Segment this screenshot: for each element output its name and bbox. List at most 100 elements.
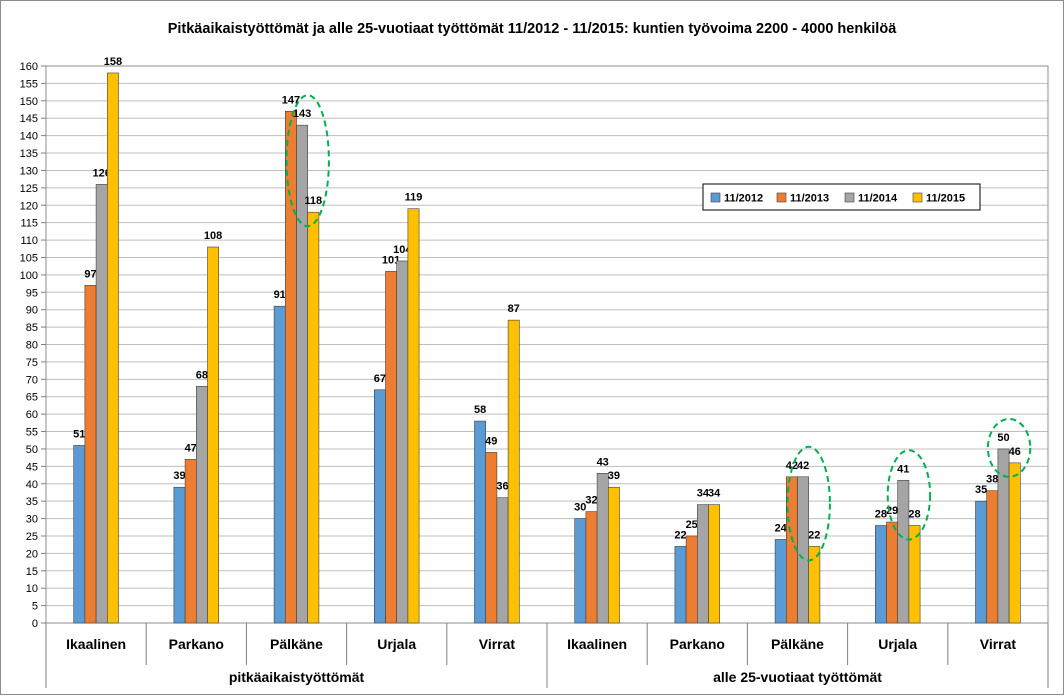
bar bbox=[196, 385, 208, 624]
bar bbox=[797, 476, 809, 624]
y-tick-label: 70 bbox=[26, 374, 38, 386]
data-label: 36 bbox=[496, 481, 508, 493]
bar bbox=[73, 445, 86, 624]
bar bbox=[273, 305, 286, 624]
y-tick-label: 5 bbox=[32, 601, 38, 613]
data-label: 24 bbox=[775, 522, 788, 534]
legend-swatch bbox=[710, 192, 721, 203]
y-tick-label: 140 bbox=[20, 131, 38, 143]
legend-swatch bbox=[844, 192, 855, 203]
y-tick-label: 155 bbox=[20, 78, 38, 90]
y-tick-label: 15 bbox=[26, 566, 38, 578]
plot-area: 0 5 10 15 20 25 30 35 40 45 50 55 60 65 70 75 80 85 90 95 10… bbox=[20, 56, 1049, 688]
y-tick-label: 25 bbox=[26, 531, 38, 543]
bar bbox=[607, 486, 620, 624]
bar bbox=[696, 504, 709, 624]
y-tick-label: 50 bbox=[26, 444, 38, 456]
data-label: 118 bbox=[304, 195, 322, 207]
bar bbox=[774, 539, 787, 624]
y-tick-label: 120 bbox=[20, 200, 38, 212]
y-tick-label: 45 bbox=[26, 461, 38, 473]
bar bbox=[84, 285, 97, 624]
bar bbox=[874, 525, 887, 624]
data-label: 28 bbox=[875, 509, 887, 521]
y-tick-label: 100 bbox=[20, 270, 38, 282]
data-label: 30 bbox=[574, 502, 586, 514]
data-label: 119 bbox=[405, 192, 423, 204]
legend: 11/2012 11/2013 11/2014 11/2015 bbox=[702, 183, 981, 211]
category-label: Ikaalinen bbox=[567, 636, 627, 652]
data-label: 67 bbox=[374, 373, 386, 385]
bar bbox=[1008, 462, 1021, 624]
data-label: 87 bbox=[508, 303, 520, 315]
data-label: 34 bbox=[697, 488, 710, 500]
bar bbox=[173, 486, 186, 624]
y-tick-label: 35 bbox=[26, 496, 38, 508]
y-tick-label: 145 bbox=[20, 113, 38, 125]
data-label: 42 bbox=[797, 460, 809, 472]
bar bbox=[708, 504, 720, 624]
data-label: 101 bbox=[382, 254, 400, 266]
legend-box bbox=[702, 183, 981, 211]
y-tick-label: 130 bbox=[20, 165, 38, 177]
y-tick-label: 80 bbox=[26, 340, 38, 352]
data-label: 104 bbox=[393, 244, 412, 256]
highlight-ellipse bbox=[886, 449, 932, 541]
data-label: 91 bbox=[274, 289, 286, 301]
bar bbox=[574, 518, 587, 624]
data-label: 25 bbox=[686, 519, 698, 531]
data-label: 147 bbox=[282, 94, 300, 106]
bar bbox=[207, 246, 219, 624]
bar bbox=[897, 479, 910, 624]
bar bbox=[396, 260, 409, 624]
bar bbox=[95, 184, 108, 624]
data-label: 38 bbox=[986, 474, 998, 486]
legend-label: 11/2012 bbox=[724, 193, 763, 205]
highlight-ellipse bbox=[285, 94, 330, 228]
bar bbox=[496, 497, 509, 624]
chart-title: Pitkäaikaistyöttömät ja alle 25-vuotiaat… bbox=[168, 21, 897, 37]
category-label: Virrat bbox=[479, 636, 516, 652]
y-tick-label: 0 bbox=[32, 618, 38, 630]
category-label: Parkano bbox=[670, 636, 725, 652]
y-tick-label: 105 bbox=[20, 252, 38, 264]
data-label: 58 bbox=[474, 404, 486, 416]
y-tick-label: 160 bbox=[20, 61, 38, 73]
y-tick-label: 150 bbox=[20, 96, 38, 108]
data-label: 43 bbox=[597, 456, 609, 468]
data-label: 143 bbox=[293, 108, 311, 120]
y-tick-label: 20 bbox=[26, 548, 38, 560]
bar bbox=[373, 389, 386, 624]
legend-swatch bbox=[912, 192, 923, 203]
highlight-ellipse bbox=[786, 445, 831, 562]
data-label: 97 bbox=[84, 268, 96, 280]
data-label: 39 bbox=[608, 470, 620, 482]
bar bbox=[485, 452, 498, 624]
legend-swatch bbox=[776, 192, 787, 203]
y-tick-label: 135 bbox=[20, 148, 38, 160]
data-label: 35 bbox=[975, 484, 987, 496]
data-label: 49 bbox=[485, 435, 497, 447]
bar bbox=[585, 511, 598, 624]
y-tick-label: 30 bbox=[26, 514, 38, 526]
category-label: Pälkäne bbox=[270, 636, 323, 652]
legend-label: 11/2015 bbox=[926, 193, 965, 205]
data-label: 68 bbox=[196, 369, 208, 381]
bar bbox=[908, 525, 921, 624]
category-label: Urjala bbox=[878, 636, 917, 652]
data-label: 34 bbox=[708, 488, 721, 500]
data-label: 22 bbox=[674, 529, 686, 541]
y-tick-label: 40 bbox=[26, 479, 38, 491]
category-label: Ikaalinen bbox=[66, 636, 126, 652]
y-tick-label: 60 bbox=[26, 409, 38, 421]
bar bbox=[507, 319, 520, 624]
bar bbox=[385, 271, 397, 624]
bar bbox=[674, 546, 687, 624]
data-label: 158 bbox=[104, 56, 122, 68]
group-label: pitkäaikaistyöttömät bbox=[229, 669, 365, 685]
highlight-ellipse bbox=[986, 417, 1032, 478]
y-tick-label: 85 bbox=[26, 322, 38, 334]
data-label: 126 bbox=[93, 167, 111, 179]
bar bbox=[307, 211, 320, 624]
